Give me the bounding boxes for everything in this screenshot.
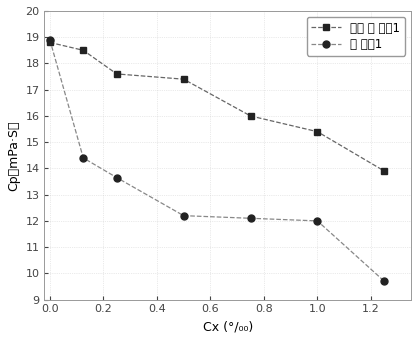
降 粘制1 bbox=[81, 156, 86, 160]
Line: 对照 降 粘制1: 对照 降 粘制1 bbox=[47, 39, 387, 174]
Y-axis label: Cp（mPa·S）: Cp（mPa·S） bbox=[7, 120, 20, 190]
降 粘制1 bbox=[382, 279, 387, 283]
降 粘制1 bbox=[114, 175, 119, 180]
对照 降 粘制1 bbox=[47, 40, 52, 45]
降 粘制1 bbox=[47, 38, 52, 42]
Line: 降 粘制1: 降 粘制1 bbox=[46, 36, 388, 285]
对照 降 粘制1 bbox=[248, 114, 253, 118]
对照 降 粘制1 bbox=[81, 48, 86, 52]
降 粘制1 bbox=[315, 219, 320, 223]
对照 降 粘制1 bbox=[315, 130, 320, 134]
降 粘制1 bbox=[248, 216, 253, 220]
降 粘制1 bbox=[181, 214, 186, 218]
对照 降 粘制1 bbox=[114, 72, 119, 76]
X-axis label: Cx (°/₀₀): Cx (°/₀₀) bbox=[203, 320, 253, 333]
对照 降 粘制1 bbox=[382, 169, 387, 173]
Legend: 对照 降 粘制1, 降 粘制1: 对照 降 粘制1, 降 粘制1 bbox=[307, 17, 405, 56]
对照 降 粘制1 bbox=[181, 77, 186, 81]
